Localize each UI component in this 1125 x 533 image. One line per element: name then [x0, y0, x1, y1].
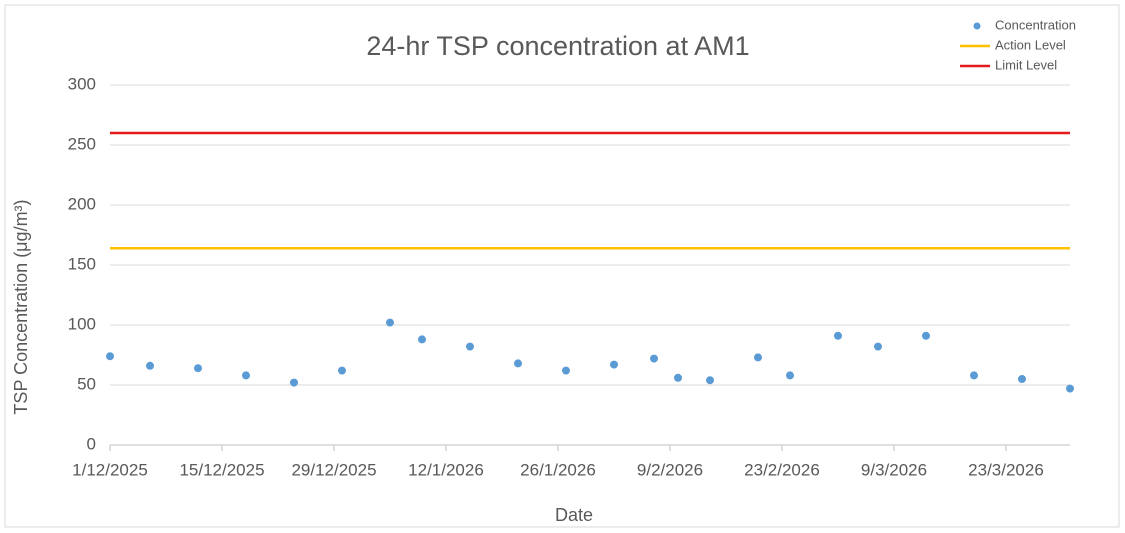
data-point	[706, 376, 714, 385]
legend-label: Concentration	[995, 17, 1076, 32]
x-tick-label: 1/12/2025	[72, 460, 148, 479]
legend-label: Action Level	[995, 37, 1066, 52]
x-tick-label: 23/3/2026	[968, 460, 1044, 479]
data-point	[466, 342, 474, 351]
x-tick-label: 23/2/2026	[744, 460, 820, 479]
data-point	[514, 359, 522, 368]
chart-frame	[4, 4, 1120, 528]
data-point	[922, 331, 930, 340]
data-point	[194, 364, 202, 373]
x-tick-label: 29/12/2025	[291, 460, 376, 479]
data-point	[146, 361, 154, 370]
data-point	[674, 373, 682, 382]
y-axis-label: TSP Concentration (μg/m³)	[11, 199, 31, 414]
data-point	[106, 352, 114, 361]
x-axis-label: Date	[555, 505, 593, 525]
data-point	[418, 335, 426, 344]
data-point	[834, 331, 842, 340]
data-point	[338, 366, 346, 375]
data-point	[610, 360, 618, 369]
x-tick-label: 12/1/2026	[408, 460, 484, 479]
y-tick-label: 300	[68, 74, 96, 93]
data-point	[786, 371, 794, 380]
data-point	[874, 342, 882, 351]
x-tick-label: 15/12/2025	[179, 460, 264, 479]
data-point	[970, 371, 978, 380]
legend-label: Limit Level	[995, 57, 1057, 72]
y-tick-label: 150	[68, 254, 96, 273]
data-point	[754, 353, 762, 362]
x-tick-label: 9/2/2026	[637, 460, 703, 479]
data-point	[290, 378, 298, 387]
data-point	[1018, 375, 1026, 383]
chart-title: 24-hr TSP concentration at AM1	[366, 31, 749, 61]
data-point	[242, 371, 250, 380]
y-tick-label: 50	[77, 374, 96, 393]
y-tick-label: 200	[68, 194, 96, 213]
data-point	[562, 366, 570, 375]
data-point	[650, 354, 658, 363]
x-tick-label: 9/3/2026	[861, 460, 927, 479]
data-point	[1066, 384, 1074, 393]
y-tick-label: 100	[68, 314, 96, 333]
x-tick-label: 26/1/2026	[520, 460, 596, 479]
y-tick-label: 0	[87, 434, 96, 453]
y-tick-label: 250	[68, 134, 96, 153]
data-point	[386, 318, 394, 327]
legend-marker	[973, 22, 981, 30]
